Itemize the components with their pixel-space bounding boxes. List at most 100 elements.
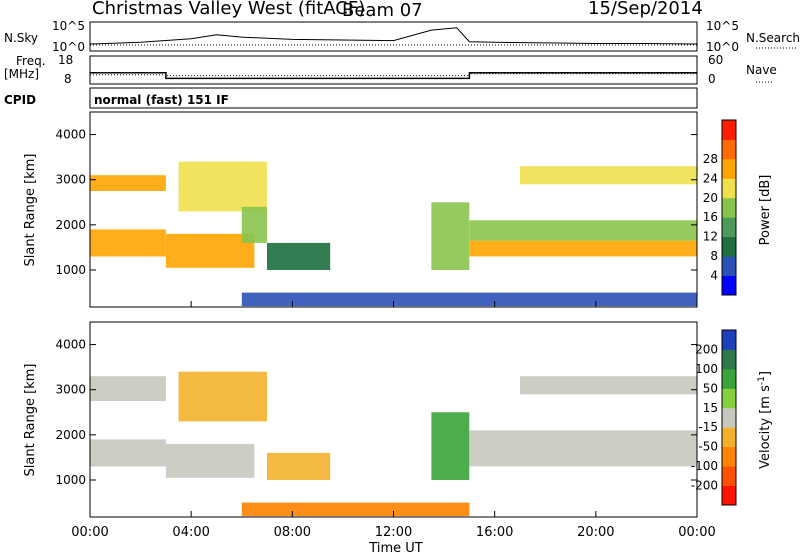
colorbar-swatch bbox=[722, 349, 736, 370]
colorbar-tick-label: 200 bbox=[695, 342, 718, 356]
nsky-series-line bbox=[89, 27, 698, 45]
x-tick-label: 16:00 bbox=[476, 525, 513, 540]
y-tick-label: 4000 bbox=[55, 128, 86, 142]
echo-region bbox=[469, 430, 697, 467]
echo-region bbox=[178, 371, 267, 422]
colorbar-tick-label: 12 bbox=[703, 230, 718, 244]
cpid-label: CPID bbox=[4, 93, 36, 107]
freq-panel-frame bbox=[89, 55, 698, 85]
echo-region bbox=[90, 229, 166, 257]
echo-region bbox=[469, 240, 697, 257]
nsky-panel-frame bbox=[89, 21, 698, 52]
echo-region bbox=[241, 206, 268, 243]
colorbar-tick-label: 4 bbox=[710, 269, 718, 283]
echo-region bbox=[165, 443, 255, 478]
echo-region bbox=[165, 233, 255, 268]
colorbar-swatch bbox=[722, 427, 736, 448]
nsearch-label: N.Search bbox=[746, 31, 800, 45]
freq-unit: [MHz] bbox=[4, 67, 39, 81]
x-tick-label: 00:00 bbox=[678, 525, 715, 540]
x-tick-label: 12:00 bbox=[375, 525, 412, 540]
colorbar-frame bbox=[721, 119, 737, 296]
echo-region bbox=[178, 161, 267, 212]
colorbar-swatch bbox=[722, 158, 736, 179]
cpid-panel-frame bbox=[89, 87, 698, 109]
echo-region bbox=[241, 502, 470, 517]
y-tick-label: 2000 bbox=[55, 428, 86, 442]
nsearch-tick-bottom: 10^0 bbox=[706, 40, 739, 54]
colorbar-swatch bbox=[722, 407, 736, 428]
velocity-colorbar-label: Velocity [m s-1] bbox=[757, 371, 773, 469]
power-y-axis: 1000 2000 3000 4000 bbox=[55, 128, 697, 277]
nsky-tick-bottom: 10^0 bbox=[52, 40, 85, 54]
freq-tick-bottom: 8 bbox=[64, 72, 72, 86]
colorbar-swatch bbox=[722, 368, 736, 389]
x-tick-label: 20:00 bbox=[577, 525, 614, 540]
echo-region bbox=[469, 220, 697, 241]
station-title: Christmas Valley West (fitACF) bbox=[92, 0, 365, 19]
x-tick-label: 04:00 bbox=[172, 525, 209, 540]
power-colorbar: 4 8 12 16 20 24 28 bbox=[703, 119, 737, 296]
colorbar-tick-label: 20 bbox=[703, 191, 718, 205]
colorbar-tick-label: 100 bbox=[695, 362, 718, 376]
colorbar-swatch bbox=[722, 197, 736, 218]
power-colorbar-label: Power [dB] bbox=[758, 175, 773, 246]
freq-tick-top: 18 bbox=[58, 53, 73, 67]
colorbar-swatch bbox=[722, 330, 736, 350]
colorbar-tick-label: -200 bbox=[691, 479, 718, 493]
nave-tick-bottom: 0 bbox=[708, 72, 716, 86]
freq-series-line bbox=[90, 72, 697, 80]
colorbar-tick-label: 15 bbox=[703, 401, 718, 415]
colorbar-swatch bbox=[722, 120, 736, 140]
echo-region bbox=[267, 452, 331, 480]
y-tick-label: 3000 bbox=[55, 383, 86, 397]
colorbar-swatch bbox=[722, 446, 736, 467]
colorbar-swatch bbox=[722, 236, 736, 257]
nsky-label: N.Sky bbox=[4, 31, 38, 45]
colorbar-tick-label: 50 bbox=[703, 381, 718, 395]
echo-region bbox=[431, 412, 470, 480]
beam-label: Beam 07 bbox=[342, 0, 423, 21]
velocity-y-axis-label: Slant Range [km] bbox=[23, 364, 38, 477]
freq-label: Freq. bbox=[16, 54, 46, 68]
colorbar-tick-label: 16 bbox=[703, 210, 718, 224]
time-x-axis: 00:00 04:00 08:00 12:00 16:00 20:00 00:00 bbox=[71, 301, 716, 540]
colorbar-swatch bbox=[722, 217, 736, 238]
x-tick-label: 00:00 bbox=[71, 525, 108, 540]
colorbar-swatch bbox=[722, 139, 736, 160]
colorbar-swatch bbox=[722, 256, 736, 276]
velocity-heatmap bbox=[90, 371, 697, 517]
x-tick-label: 08:00 bbox=[274, 525, 311, 540]
y-tick-label: 1000 bbox=[55, 263, 86, 277]
colorbar-swatch bbox=[722, 388, 736, 409]
colorbar-tick-label: -50 bbox=[698, 440, 718, 454]
colorbar-swatch bbox=[722, 178, 736, 199]
echo-region bbox=[90, 439, 166, 467]
colorbar-tick-label: -15 bbox=[698, 420, 718, 434]
power-y-axis-label: Slant Range [km] bbox=[23, 154, 38, 267]
colorbar-tick-label: 28 bbox=[703, 152, 718, 166]
y-tick-label: 4000 bbox=[55, 338, 86, 352]
velocity-y-axis: 1000 2000 3000 4000 bbox=[55, 338, 697, 487]
time-axis-label: Time UT bbox=[368, 541, 422, 554]
echo-region bbox=[520, 166, 697, 185]
echo-region bbox=[241, 292, 698, 307]
echo-region bbox=[267, 242, 331, 270]
nave-label: Nave bbox=[746, 63, 777, 77]
colorbar-swatch bbox=[722, 275, 736, 296]
y-tick-label: 1000 bbox=[55, 473, 86, 487]
nsky-tick-top: 10^5 bbox=[52, 19, 85, 33]
date-label: 15/Sep/2014 bbox=[588, 0, 703, 19]
nave-series-line bbox=[90, 73, 697, 77]
velocity-colorbar: -200 -100 -50 -15 15 50 100 200 bbox=[691, 329, 737, 506]
echo-region bbox=[431, 202, 470, 270]
echo-region bbox=[520, 376, 697, 395]
cpid-value: normal (fast) 151 IF bbox=[94, 93, 229, 107]
power-heatmap bbox=[90, 161, 698, 307]
nave-tick-top: 60 bbox=[708, 53, 723, 67]
echo-region bbox=[90, 376, 166, 401]
colorbar-tick-label: -100 bbox=[691, 459, 718, 473]
echo-region bbox=[90, 175, 166, 191]
y-tick-label: 3000 bbox=[55, 173, 86, 187]
